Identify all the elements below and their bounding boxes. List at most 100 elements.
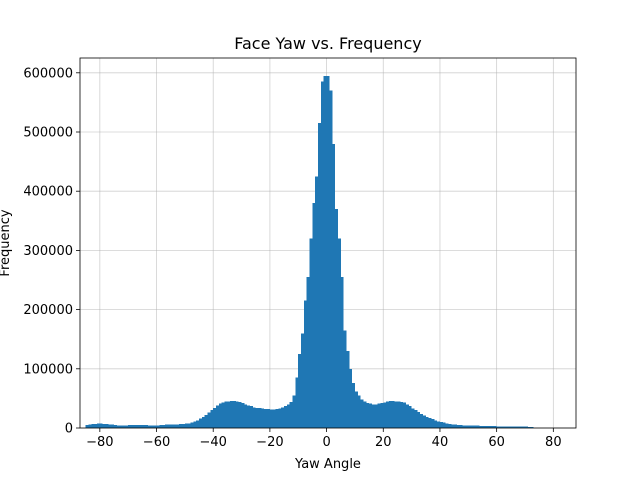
histogram-bar xyxy=(210,410,214,428)
histogram-bar xyxy=(255,407,259,428)
histogram-bar xyxy=(527,426,531,428)
histogram-bar xyxy=(306,277,310,428)
histogram-bar xyxy=(386,401,389,428)
x-tick-label: −80 xyxy=(86,435,113,450)
histogram-bar xyxy=(204,414,208,428)
histogram-bar xyxy=(451,424,455,428)
histogram-bar xyxy=(513,426,517,428)
histogram-bar xyxy=(479,425,483,428)
histogram-bar xyxy=(207,412,211,428)
histogram-bar xyxy=(332,143,336,428)
histogram-bar xyxy=(133,425,137,428)
histogram-bar xyxy=(388,400,392,428)
histogram-bar xyxy=(490,426,494,428)
histogram-bar xyxy=(377,403,381,428)
histogram-bar xyxy=(445,423,449,428)
histogram-bar xyxy=(261,408,265,428)
histogram-bar xyxy=(312,203,316,428)
histogram-bar xyxy=(167,424,171,428)
histogram-bar xyxy=(400,401,404,428)
histogram-bar xyxy=(272,409,276,428)
histogram-bar xyxy=(213,407,217,428)
histogram-bar xyxy=(230,400,234,428)
histogram-bar xyxy=(99,423,103,428)
x-tick-label: 80 xyxy=(545,435,562,450)
histogram-bar xyxy=(148,425,151,428)
histogram-bar xyxy=(94,423,98,428)
histogram-bar xyxy=(267,409,270,428)
histogram-bar xyxy=(394,401,398,428)
histogram-bar xyxy=(264,409,268,428)
histogram-bar xyxy=(221,402,225,428)
histogram-bar xyxy=(184,423,188,428)
histogram-bar xyxy=(403,402,406,428)
histogram-bar xyxy=(366,403,370,428)
y-axis-ticks: 0 100000 200000 300000 400000 500000 600000 xyxy=(23,66,80,437)
histogram-bar xyxy=(380,403,384,428)
histogram-bar xyxy=(510,426,514,428)
histogram-bar xyxy=(145,425,149,428)
histogram-bar xyxy=(337,238,341,428)
histogram-bar xyxy=(190,422,194,428)
x-axis-ticks: −80 −60 −40 −20 0 20 40 60 80 xyxy=(86,428,562,450)
x-tick-label: 0 xyxy=(322,435,330,450)
x-tick-label: −20 xyxy=(256,435,283,450)
histogram-bar xyxy=(303,300,307,428)
histogram-bar xyxy=(309,238,313,428)
histogram-bar xyxy=(301,333,304,428)
histogram-bar xyxy=(139,425,143,428)
histogram-bar xyxy=(244,404,248,428)
histogram-bar xyxy=(420,413,423,428)
y-tick-label: 200000 xyxy=(23,303,73,318)
histogram-bar xyxy=(250,406,253,428)
histogram-bar xyxy=(374,404,378,428)
histogram-bar xyxy=(473,425,477,428)
histogram-bar xyxy=(468,425,472,428)
histogram-bar xyxy=(275,409,279,428)
plot-frame xyxy=(79,57,577,429)
histogram-bar xyxy=(162,425,166,428)
histogram-bar xyxy=(128,425,132,428)
histogram-bar xyxy=(530,426,534,428)
histogram-bar xyxy=(258,407,262,428)
histogram-bar xyxy=(454,424,457,428)
histogram-bar xyxy=(335,208,338,428)
histogram-bar xyxy=(269,409,273,428)
histogram-bar xyxy=(102,423,106,428)
histogram-bar xyxy=(315,176,319,428)
histogram-bar xyxy=(391,400,395,428)
histogram-bar xyxy=(417,412,421,428)
histogram-bar xyxy=(434,420,438,428)
histogram-bar xyxy=(289,401,293,428)
chart-title: Face Yaw vs. Frequency xyxy=(234,34,421,53)
histogram-bar xyxy=(238,401,242,428)
histogram-bar xyxy=(298,354,302,428)
histogram-bar xyxy=(329,90,333,428)
histogram-bar xyxy=(323,75,327,428)
histogram-bar xyxy=(88,424,92,428)
histogram-bar xyxy=(408,406,412,428)
x-tick-label: 40 xyxy=(432,435,449,450)
histogram-bar xyxy=(247,405,251,428)
histogram-bars xyxy=(85,75,534,429)
histogram-bar xyxy=(369,403,372,428)
histogram-bar xyxy=(502,426,506,428)
x-tick-label: 60 xyxy=(488,435,505,450)
histogram-bar xyxy=(150,425,154,428)
histogram-bar xyxy=(516,426,520,428)
histogram-bar xyxy=(142,425,146,428)
histogram-bar xyxy=(448,423,452,428)
y-tick-label: 500000 xyxy=(23,126,73,141)
histogram-bar xyxy=(371,404,375,428)
histogram-bar xyxy=(91,423,95,428)
histogram-bar xyxy=(383,402,387,428)
histogram-bar xyxy=(519,426,523,428)
histogram-bar xyxy=(357,395,361,428)
histogram-bar xyxy=(482,425,486,428)
histogram-bar xyxy=(346,351,350,428)
histogram-bar xyxy=(165,424,168,428)
histogram-bar xyxy=(471,425,474,428)
histogram-bar xyxy=(476,425,480,428)
histogram-bar xyxy=(456,425,460,428)
histogram-bar xyxy=(488,426,491,428)
